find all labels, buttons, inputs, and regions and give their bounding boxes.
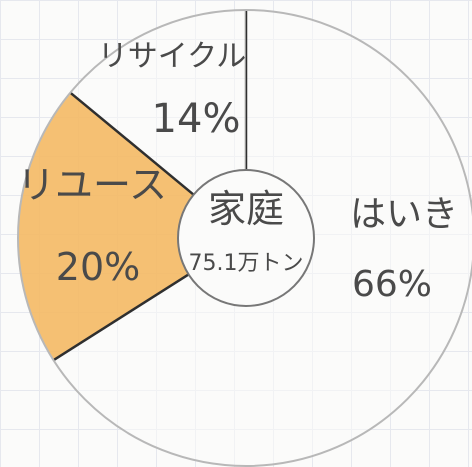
slice-percent-haiki: 66% — [352, 264, 432, 305]
slice-divider-2 — [69, 91, 195, 196]
slice-percent-recycle: 14% — [152, 96, 241, 142]
center-hole — [177, 169, 315, 307]
outer-ring — [17, 9, 472, 467]
slice-label-recycle: リサイクル — [98, 39, 247, 74]
slice-percent-reuse: 20% — [56, 245, 140, 289]
slice-label-reuse: リユース — [17, 163, 167, 207]
center-subtitle: 75.1万トン — [189, 251, 304, 276]
slice-label-haiki: はいき — [350, 194, 458, 235]
slice-divider-1 — [52, 273, 190, 362]
slices — [17, 10, 472, 466]
pie-slice-0 — [53, 10, 472, 466]
pie-slice-2 — [70, 10, 246, 195]
center-title: 家庭 — [208, 187, 284, 231]
